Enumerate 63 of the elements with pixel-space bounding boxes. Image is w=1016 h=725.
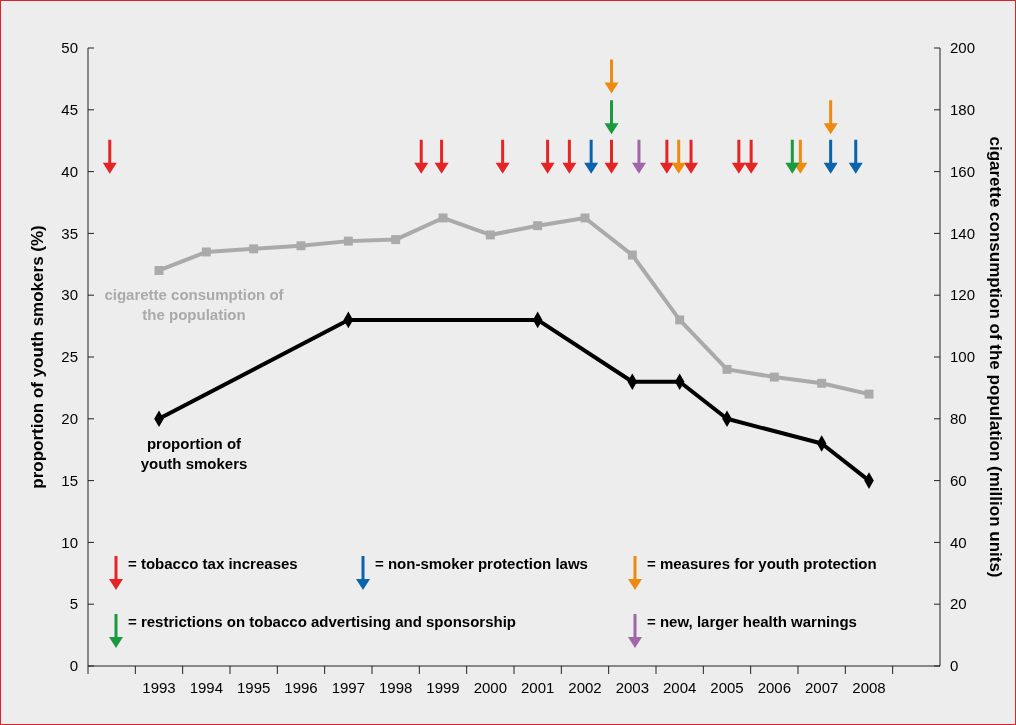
y2-tick-label: 140 [950,224,976,242]
y-tick-label: 5 [69,595,78,613]
y-tick-label: 35 [61,224,78,242]
y2-tick-label: 180 [950,101,976,119]
x-tick-label: 2003 [615,679,650,696]
x-tick-label: 2006 [757,679,792,696]
x-tick-label: 2004 [662,679,697,696]
y2-tick-label: 60 [950,471,967,489]
series-label: proportion of youth smokers [140,434,248,472]
text: cigarette consumption of the population [104,286,285,324]
y-tick-label: 10 [61,533,78,551]
point [296,241,306,251]
y-tick-label: 20 [61,410,78,428]
x-tick-label: 2007 [804,679,839,696]
y-tick-label: 0 [69,657,78,675]
y-axis-title: proportion of youth smokers (%) [28,225,47,489]
legend-label: = tobacco tax increases [128,555,298,573]
x-tick-label: 1996 [284,679,318,696]
y-tick-label: 25 [61,348,78,366]
x-tick-label: 1994 [189,679,224,696]
y2-tick-label: 100 [950,348,976,366]
point [391,235,401,245]
x-tick-label: 1995 [236,679,271,696]
x-tick-label: 2000 [473,679,508,696]
legend-label: = new, larger health warnings [647,613,857,631]
y-tick-label: 40 [61,162,78,180]
y-tick-label: 30 [61,286,78,304]
point [438,213,448,223]
point [533,221,543,231]
x-tick-label: 1997 [331,679,366,696]
y-tick-label: 45 [61,101,78,119]
x-tick-label: 1993 [142,679,176,696]
y2-tick-label: 160 [950,162,976,180]
y-tick-label: 15 [61,471,78,489]
point [201,247,211,257]
point [343,236,353,246]
point [249,244,259,254]
y2-tick-label: 20 [950,595,967,613]
point [817,378,827,388]
point [722,364,732,374]
y2-tick-label: 120 [950,286,976,304]
x-tick-label: 2008 [852,679,886,696]
point [675,315,685,325]
x-tick-label: 1999 [426,679,460,696]
x-tick-label: 2002 [568,679,602,696]
legend-label: = measures for youth protection [647,555,877,573]
point [627,250,637,260]
y-tick-label: 50 [61,39,78,57]
y2-tick-label: 0 [950,657,959,675]
point [580,213,590,223]
legend-label: = restrictions on tobacco advertising and sponsorship [128,613,516,631]
point [864,389,874,399]
legend-label: = non-smoker protection laws [375,555,588,573]
y2-tick-label: 40 [950,533,967,551]
point [154,266,164,275]
y2-tick-label: 200 [950,39,976,57]
point [485,230,495,240]
y2-axis-title: cigarette consumption of the population (million units) [986,136,1005,578]
x-tick-label: 1998 [378,679,413,696]
point [769,372,779,382]
y2-tick-label: 80 [950,410,967,428]
x-tick-label: 2005 [710,679,744,696]
x-tick-label: 2001 [520,679,555,696]
